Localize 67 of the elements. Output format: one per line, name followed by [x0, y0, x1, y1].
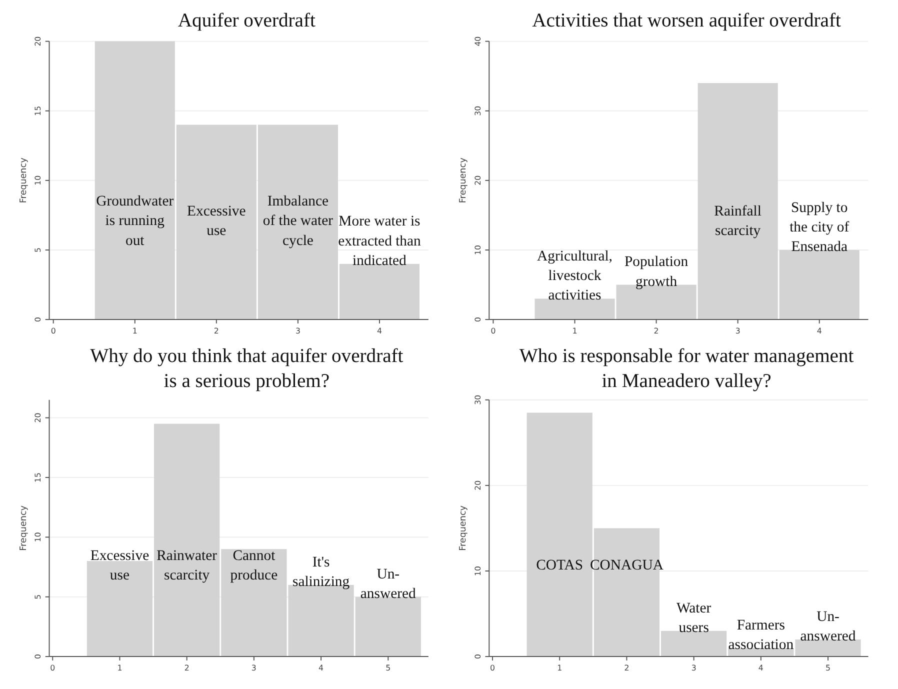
x-tick-label: 2: [624, 663, 630, 672]
y-tick-label: 30: [473, 106, 482, 116]
y-tick-label: 30: [473, 394, 482, 405]
y-axis-title: Frequency: [458, 505, 469, 551]
x-tick-label: 4: [376, 326, 382, 336]
annotation: It's salinizing: [292, 554, 350, 590]
chart-title: Aquifer overdraft: [178, 10, 316, 32]
annotation: Excessive use: [90, 548, 150, 584]
y-tick-label: 10: [33, 175, 42, 186]
x-tick-label: 5: [826, 663, 831, 672]
chart-title: Activities that worsen aquifer overdraft: [532, 10, 842, 32]
y-tick-label: 0: [473, 654, 482, 660]
y-tick-label: 40: [473, 36, 482, 46]
x-tick-label: 0: [490, 326, 496, 336]
annotation: Water users: [676, 600, 712, 636]
annotation: Agricultural, livestock activities: [537, 248, 612, 304]
x-tick-label: 1: [572, 326, 578, 336]
x-tick-label: 1: [117, 663, 122, 672]
chart-title: Who is responsable for water management in Maneadero valley?: [519, 345, 854, 392]
chart-title: Why do you think that aquifer overdraft is a serious problem?: [90, 345, 404, 392]
annotation: COTAS: [536, 558, 584, 574]
x-tick-label: 4: [816, 326, 822, 336]
x-tick-label: 1: [557, 663, 562, 672]
x-tick-label: 2: [654, 326, 659, 336]
y-tick-label: 0: [33, 317, 42, 322]
x-tick-label: 3: [295, 326, 300, 336]
annotation: Population growth: [624, 254, 689, 290]
x-tick-label: 1: [132, 326, 138, 336]
x-tick-label: 4: [758, 663, 764, 672]
y-tick-label: 5: [33, 247, 42, 252]
y-axis-title: Frequency: [18, 505, 29, 551]
x-tick-label: 3: [735, 326, 740, 336]
y-tick-label: 20: [33, 36, 42, 46]
y-axis-title: Frequency: [18, 158, 29, 204]
annotation: Cannot produce: [230, 548, 278, 584]
x-tick-label: 0: [50, 663, 56, 672]
x-tick-label: 2: [214, 326, 219, 336]
x-tick-label: 3: [251, 663, 256, 672]
y-axis-title: Frequency: [458, 158, 469, 204]
annotation: Supply to the city of Ensenada: [790, 200, 850, 256]
y-tick-label: 10: [473, 566, 482, 576]
annotation: Un- answered: [800, 609, 856, 645]
annotation: Un- answered: [360, 566, 417, 602]
y-tick-label: 10: [473, 244, 482, 255]
annotation: More water is extracted than indicated: [338, 214, 422, 270]
annotation: Imbalance of the water cycle: [262, 194, 334, 250]
annotation: Rainwater scarcity: [156, 548, 218, 584]
y-tick-label: 15: [33, 106, 42, 116]
y-tick-label: 20: [473, 480, 482, 490]
x-tick-label: 5: [386, 663, 391, 672]
x-tick-label: 4: [318, 663, 324, 672]
x-tick-label: 0: [50, 326, 56, 336]
x-tick-label: 2: [184, 663, 190, 672]
y-tick-label: 10: [33, 532, 42, 542]
y-tick-label: 5: [33, 594, 42, 600]
y-tick-label: 0: [473, 317, 482, 322]
y-tick-label: 20: [473, 175, 482, 186]
annotation: Farmers association: [728, 618, 794, 654]
y-tick-label: 0: [33, 654, 42, 660]
y-tick-label: 20: [33, 412, 42, 423]
annotation: Rainfall scarcity: [714, 204, 762, 240]
annotation: Excessive use: [187, 204, 246, 240]
x-tick-label: 3: [691, 663, 696, 672]
annotation: CONAGUA: [590, 558, 664, 574]
y-tick-label: 15: [33, 472, 42, 482]
annotation: Groundwater is running out: [96, 194, 174, 250]
x-tick-label: 0: [490, 663, 496, 672]
